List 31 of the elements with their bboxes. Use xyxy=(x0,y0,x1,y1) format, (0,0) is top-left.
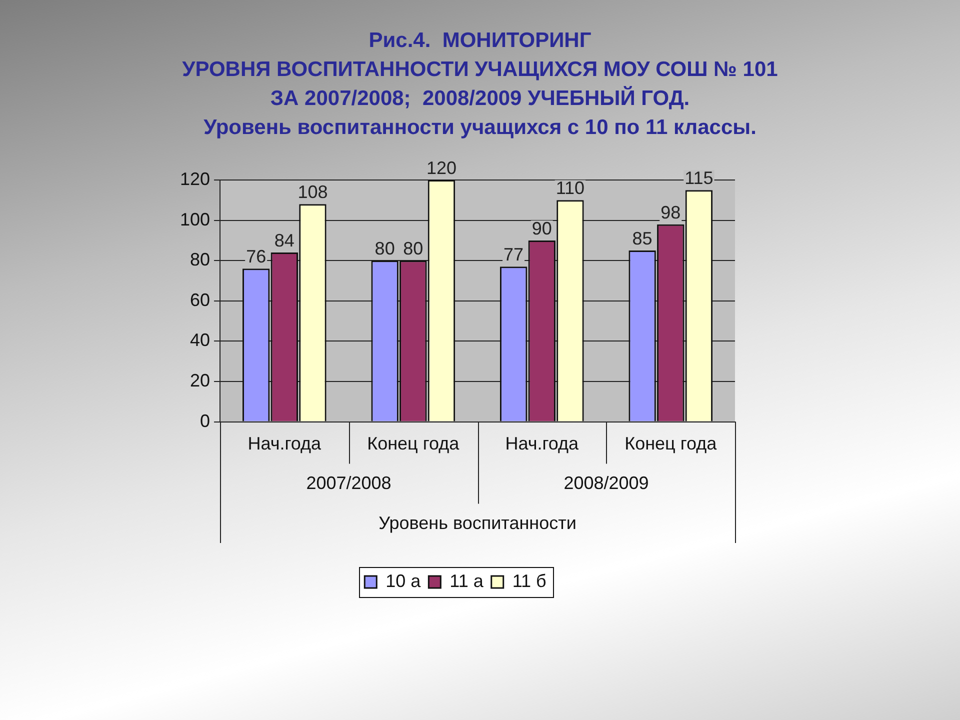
legend-label: 10 а xyxy=(386,570,422,591)
data-label: 77 xyxy=(504,244,524,265)
chart-subtitle: Уровень воспитанности учащихся с 10 по 11 классы. xyxy=(202,115,758,141)
y-tick-label: 40 xyxy=(190,330,210,350)
data-label: 120 xyxy=(426,158,456,178)
data-label: 80 xyxy=(403,238,424,259)
x-tick-label: Нач.года xyxy=(248,434,322,454)
data-label: 90 xyxy=(532,218,552,238)
chart-title: Рис.4. МОНИТОРИНГ УРОВНЯ ВОСПИТАННОСТИ УЧАЩИХСЯ МОУ СОШ № 101 ЗА 2007/2008; 2008/2009 УЧЕБНЫЙ ГОД. xyxy=(181,28,779,112)
y-tick-label: 120 xyxy=(180,168,210,189)
data-label: 85 xyxy=(632,228,652,248)
data-label: 108 xyxy=(298,182,328,202)
data-label: 98 xyxy=(660,202,681,222)
data-label: 76 xyxy=(246,246,266,267)
x-axis-title: Уровень воспитанности xyxy=(378,513,576,534)
y-tick-label: 100 xyxy=(180,209,210,230)
y-tick-label: 20 xyxy=(190,370,210,390)
data-label: 115 xyxy=(684,168,714,188)
data-label: 80 xyxy=(374,238,395,259)
legend-label: 11 а xyxy=(450,570,484,591)
x-tick-label: Конец года xyxy=(624,434,718,454)
x-tick-label: Конец года xyxy=(367,434,460,454)
text: 2008/2009 xyxy=(564,472,649,493)
data-label: 84 xyxy=(274,230,294,251)
text: 2007/2008 xyxy=(306,472,392,493)
x-tick-label: Нач.года xyxy=(505,434,580,454)
y-tick-label: 0 xyxy=(200,410,210,431)
data-label: 110 xyxy=(556,178,585,198)
y-tick-label: 60 xyxy=(190,290,210,310)
y-tick-label: 80 xyxy=(190,250,210,270)
legend-label: 11 б xyxy=(512,570,546,591)
